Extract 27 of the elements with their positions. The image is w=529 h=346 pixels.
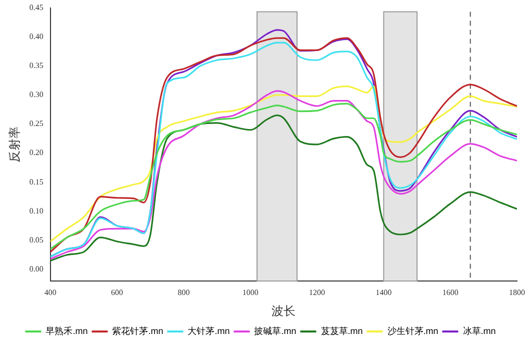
legend-label: 紫花针茅.mn	[112, 326, 164, 336]
y-tick-label: 0.40	[29, 32, 44, 41]
y-tick-label: 0.10	[29, 206, 44, 216]
x-tick-label: 1600	[442, 288, 458, 297]
legend-label: 披碱草.mn	[254, 326, 296, 336]
legend-label: 大针茅.mn	[188, 326, 230, 336]
legend-label: 沙生针茅.mn	[387, 326, 438, 336]
x-tick-label: 400	[44, 288, 56, 297]
x-axis-title: 波长	[272, 304, 296, 318]
x-tick-label: 800	[178, 288, 190, 297]
y-tick-label: 0.30	[29, 90, 44, 100]
x-tick-label: 1200	[309, 288, 326, 297]
y-axis-title: 反射率	[8, 126, 22, 162]
y-tick-label: 0.45	[29, 2, 44, 12]
legend-label: 早熟禾.mn	[46, 326, 88, 336]
y-tick-label: 0.15	[29, 177, 44, 186]
x-tick-label: 600	[111, 288, 124, 297]
y-tick-label: 0.35	[29, 61, 44, 70]
y-tick-label: 0.20	[29, 148, 44, 158]
y-tick-label: 0.05	[29, 235, 44, 244]
legend-label: 冰草.mn	[462, 326, 496, 336]
y-tick-label: 0.00	[29, 264, 44, 274]
legend-label: 芨芨草.mn	[320, 326, 363, 336]
y-tick-label: 0.25	[29, 119, 44, 128]
x-tick-label: 1800	[509, 288, 525, 297]
x-tick-label: 1000	[242, 288, 258, 297]
x-tick-label: 1400	[376, 288, 392, 297]
